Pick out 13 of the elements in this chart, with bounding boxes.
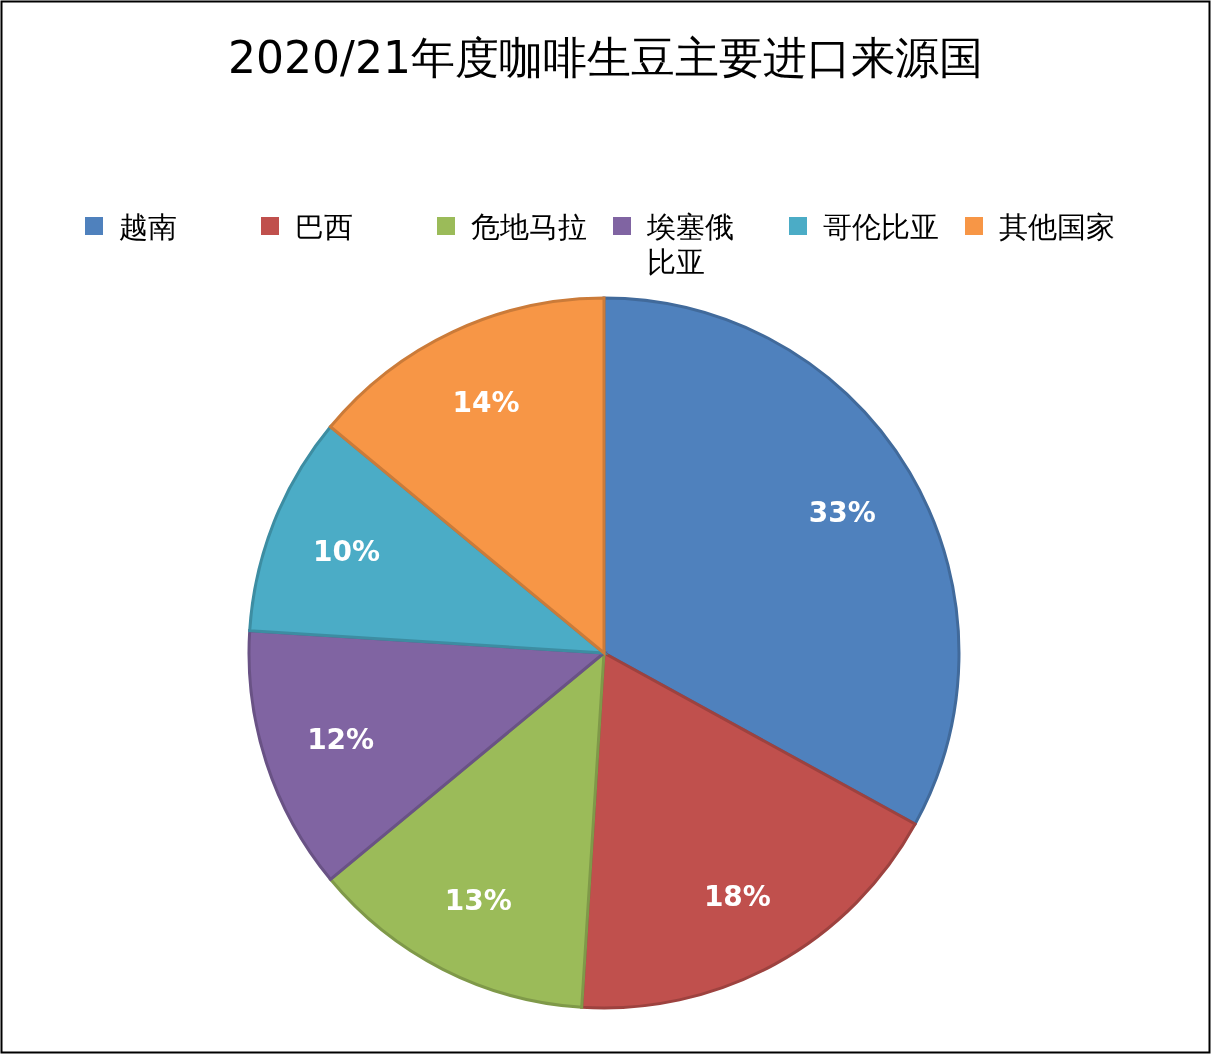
data-label: 13%: [444, 883, 512, 917]
data-label: 10%: [313, 535, 381, 569]
legend-label: 巴西: [295, 210, 353, 244]
legend-label: 其他国家: [999, 210, 1115, 244]
legend-label: 危地马拉: [471, 210, 587, 244]
legend-label: 埃塞俄比亚: [646, 210, 734, 279]
legend-label: 哥伦比亚: [823, 210, 939, 244]
legend-label: 越南: [119, 210, 177, 244]
data-label: 14%: [452, 386, 520, 420]
data-label: 18%: [703, 879, 771, 913]
chart-title: 2020/21年度咖啡生豆主要进口来源国: [228, 32, 983, 83]
data-label: 12%: [307, 722, 375, 756]
data-label: 33%: [808, 496, 876, 530]
